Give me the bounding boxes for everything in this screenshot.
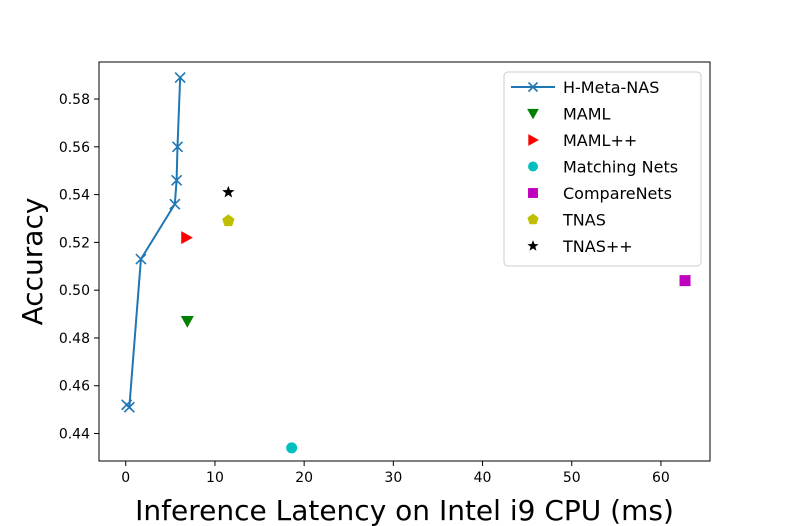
x-tick-label: 40 [474, 470, 492, 486]
legend-item-h-meta-nas: H-Meta-NAS [511, 78, 659, 97]
series-tnas [222, 214, 235, 227]
data-point-tnas [222, 214, 235, 227]
legend-label: TNAS++ [562, 237, 633, 256]
y-tick-label: 0.48 [59, 331, 90, 347]
legend-item-matching-nets: Matching Nets [528, 158, 678, 177]
legend-label: TNAS [562, 211, 606, 230]
legend-label: MAML [563, 105, 611, 124]
y-tick-label: 0.46 [59, 379, 90, 395]
legend-marker-maml [527, 108, 539, 120]
x-tick-label: 50 [563, 470, 581, 486]
y-axis-title: Accuracy [16, 198, 49, 326]
data-point-h-meta-nas [171, 174, 183, 186]
legend: H-Meta-NAS MAML MAML++ Matching Nets Compare… [503, 71, 702, 267]
data-point-matching-nets [286, 442, 298, 454]
series-tnas [222, 185, 235, 198]
data-point-h-meta-nas [135, 253, 147, 265]
legend-marker-comparenets [528, 188, 538, 198]
y-tick-label: 0.54 [59, 188, 90, 204]
series-layer [121, 71, 691, 454]
legend-marker-maml [528, 134, 539, 146]
legend-item-maml: MAML [527, 105, 611, 124]
data-point-h-meta-nas [123, 401, 135, 413]
y-tick-label: 0.56 [59, 140, 90, 156]
legend-marker-h-meta-nas [527, 81, 539, 93]
legend-label: CompareNets [563, 184, 672, 203]
legend-item-comparenets: CompareNets [528, 184, 672, 203]
series-comparenets [679, 275, 691, 287]
x-tick-label: 30 [384, 470, 402, 486]
data-point-comparenets [679, 275, 691, 287]
data-point-h-meta-nas [171, 141, 184, 153]
y-tick-label: 0.58 [59, 92, 90, 108]
y-tick-label: 0.50 [59, 283, 90, 299]
data-point-h-meta-nas [169, 198, 181, 210]
series-maml [180, 316, 194, 328]
y-axis: 0.44 0.46 0.48 0.50 0.52 0.54 0.56 0.58 [59, 92, 99, 443]
legend-label: MAML++ [563, 131, 637, 150]
x-tick-label: 60 [652, 470, 670, 486]
data-point-h-meta-nas [174, 71, 186, 84]
x-axis: 0 10 20 30 40 50 60 [121, 461, 670, 486]
legend-item-tnas: TNAS++ [527, 237, 633, 256]
series-maml [181, 231, 193, 245]
x-axis-title: Inference Latency on Intel i9 CPU (ms) [135, 494, 674, 526]
legend-label: H-Meta-NAS [563, 78, 659, 97]
legend-box [503, 71, 702, 267]
data-point-maml [181, 231, 193, 245]
series-matching-nets [286, 442, 298, 454]
data-point-maml [180, 316, 194, 328]
legend-item-tnas: TNAS [527, 211, 606, 230]
legend-marker-tnas [527, 213, 539, 225]
legend-item-maml: MAML++ [528, 131, 637, 150]
x-tick-label: 10 [206, 470, 224, 486]
x-tick-label: 20 [295, 470, 313, 486]
y-tick-label: 0.52 [59, 235, 90, 251]
legend-marker-tnas [527, 240, 539, 251]
y-tick-label: 0.44 [59, 427, 90, 443]
data-point-tnas [222, 185, 235, 198]
legend-label: Matching Nets [563, 158, 678, 177]
legend-marker-matching-nets [528, 161, 538, 172]
x-tick-label: 0 [121, 470, 130, 486]
series-h-meta-nas [121, 71, 186, 413]
